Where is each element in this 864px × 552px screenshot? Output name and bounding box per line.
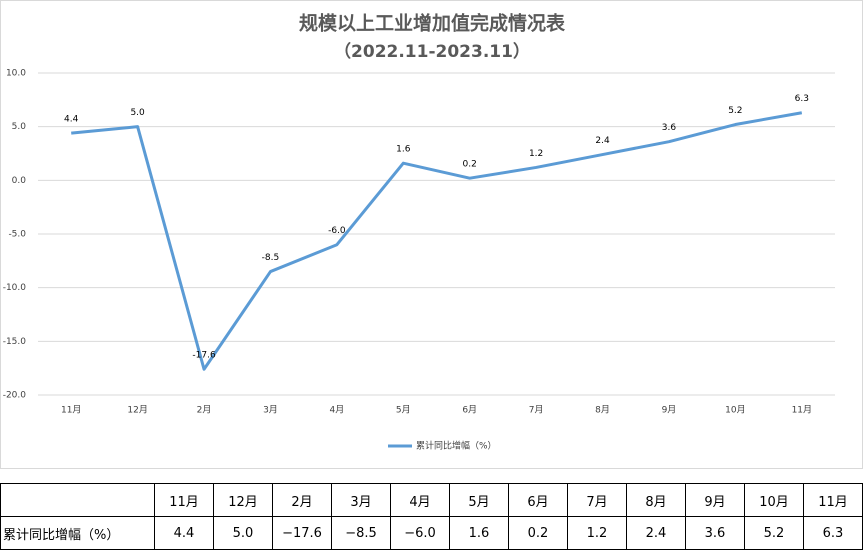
y-tick-label: 0.0 (12, 176, 27, 186)
x-tick-label: 2月 (197, 405, 212, 416)
table-value-row: 累计同比增幅（%） 4.4 5.0 −17.6 −8.5 −6.0 1.6 0.2 1.2 2.4… (0, 516, 863, 550)
data-table: 11月 12月 2月 3月 4月 5月 6月 7月 8月 9月 10月 11月 累计同比增幅（%） 4.… (0, 483, 863, 550)
table-header-row: 11月 12月 2月 3月 4月 5月 6月 7月 8月 9月 10月 11月 (0, 483, 863, 517)
x-tick-label: 6月 (462, 405, 477, 416)
table-cell: 2.4 (626, 516, 686, 550)
table-cell: 5.0 (213, 516, 273, 550)
x-tick-label: 8月 (595, 405, 610, 416)
data-label: 1.6 (396, 145, 411, 155)
chart-title: 规模以上工业增加值完成情况表 (299, 12, 566, 35)
chart: 规模以上工业增加值完成情况表 （2022.11-2023.11） 累计同比增幅（… (0, 0, 863, 469)
table-header-cell: 4月 (390, 483, 450, 517)
y-tick-label: -5.0 (8, 230, 26, 240)
table-header-cell: 7月 (567, 483, 627, 517)
table-cell: 0.2 (508, 516, 568, 550)
data-label: 6.3 (795, 94, 809, 104)
x-tick-label: 5月 (396, 405, 411, 416)
table-header-cell: 10月 (744, 483, 804, 517)
data-label: 3.6 (662, 123, 677, 133)
table-header-cell: 11月 (803, 483, 863, 517)
table-cell: 5.2 (744, 516, 804, 550)
table-cell: −6.0 (390, 516, 450, 550)
legend: 累计同比增幅（%） (388, 440, 497, 452)
x-tick-label: 10月 (725, 405, 745, 416)
table-cell: 1.2 (567, 516, 627, 550)
data-label: -6.0 (328, 226, 346, 236)
x-tick-label: 7月 (529, 405, 544, 416)
y-tick-label: -15.0 (3, 337, 27, 347)
chart-subtitle: （2022.11-2023.11） (334, 41, 530, 62)
legend-label: 累计同比增幅（%） (416, 440, 497, 452)
x-tick-label: 4月 (330, 405, 345, 416)
table-cell: −8.5 (331, 516, 391, 550)
data-label: -17.6 (192, 351, 216, 361)
table-header-cell: 9月 (685, 483, 745, 517)
data-label: 2.4 (595, 136, 610, 146)
x-tick-label: 9月 (662, 405, 677, 416)
data-label: 0.2 (463, 160, 477, 170)
table-cell: 6.3 (803, 516, 863, 550)
table-cell: 4.4 (154, 516, 214, 550)
line-series (71, 111, 803, 371)
table-header-cell: 12月 (213, 483, 273, 517)
data-label: 5.0 (130, 108, 145, 118)
table-header-cell: 5月 (449, 483, 509, 517)
table-cell: −17.6 (272, 516, 332, 550)
x-tick-label: 12月 (127, 405, 147, 416)
y-tick-label: -10.0 (3, 283, 27, 293)
table-row-label: 累计同比增幅（%） (0, 516, 155, 550)
table-header-cell: 2月 (272, 483, 332, 517)
table-cell: 3.6 (685, 516, 745, 550)
table-header-cell: 3月 (331, 483, 391, 517)
data-label: 1.2 (529, 149, 543, 159)
x-tick-label: 3月 (263, 405, 278, 416)
y-tick-label: 10.0 (6, 69, 26, 79)
table-header-cell: 6月 (508, 483, 568, 517)
y-tick-label: -20.0 (3, 391, 27, 401)
data-label: 4.4 (64, 115, 79, 125)
table-cell: 1.6 (449, 516, 509, 550)
x-tick-label: 11月 (792, 405, 812, 416)
table-header-cell: 11月 (154, 483, 214, 517)
table-header-cell: 8月 (626, 483, 686, 517)
table-corner (0, 483, 155, 517)
y-tick-label: 5.0 (12, 122, 27, 132)
data-label: 5.2 (728, 106, 742, 116)
data-label: -8.5 (262, 253, 280, 263)
x-tick-label: 11月 (61, 405, 81, 416)
